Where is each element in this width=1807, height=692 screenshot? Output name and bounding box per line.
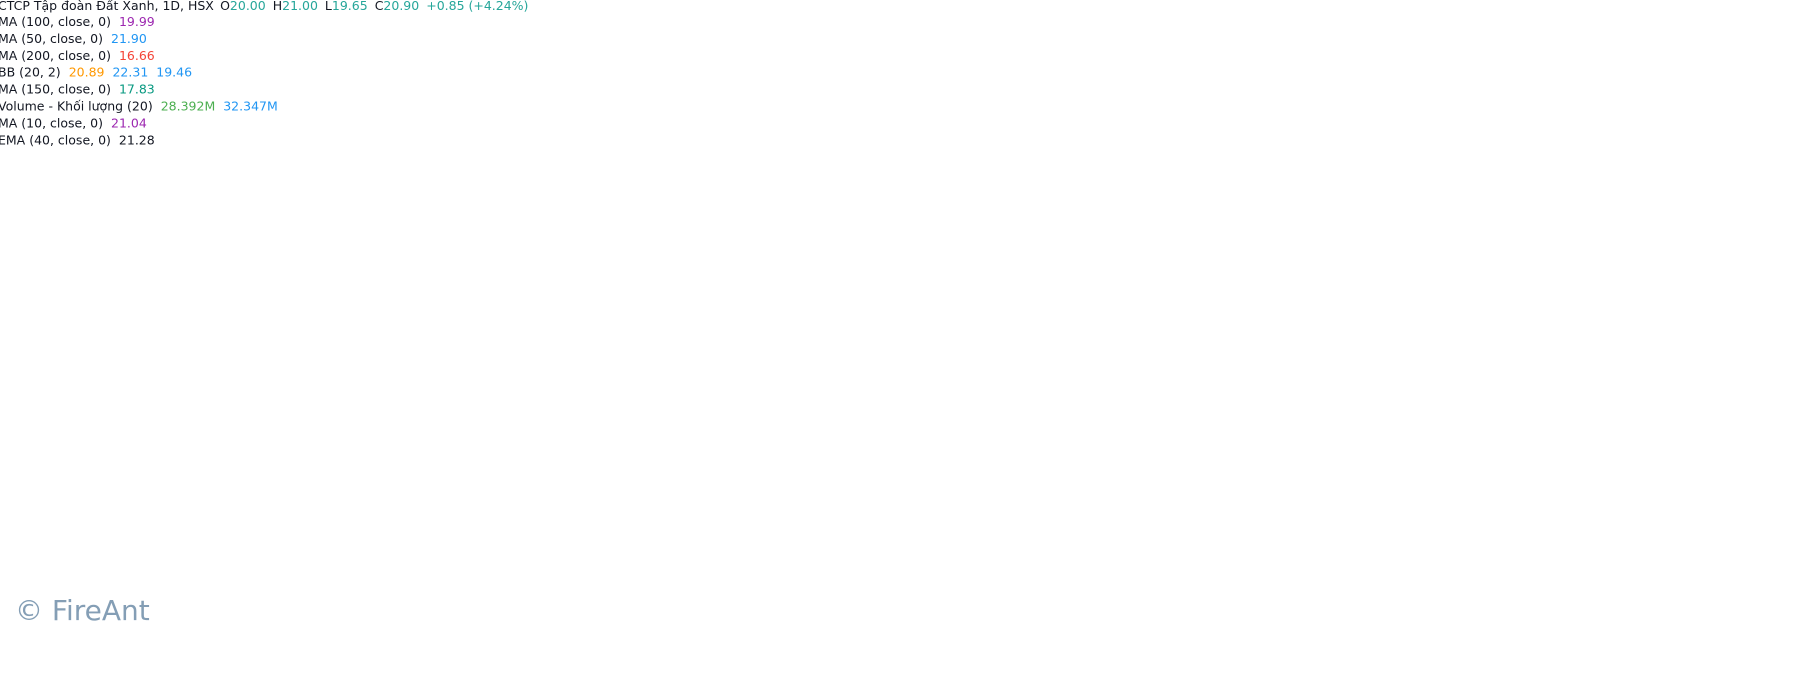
legend-text: L <box>325 0 332 13</box>
legend-text: 21.00 <box>282 0 318 13</box>
legend-row: BB (20, 2) 20.89 22.31 19.46 <box>0 64 192 79</box>
legend-row: EMA (40, close, 0) 21.28 <box>0 132 155 147</box>
legend-text: MA (200, close, 0) <box>0 47 111 62</box>
legend-text: 20.90 <box>383 0 419 13</box>
legend-text: O <box>220 0 230 13</box>
legend-text: 17.83 <box>119 81 155 96</box>
legend-text: 19.46 <box>156 64 192 79</box>
legend: CTCP Tập đoàn Đất Xanh, 1D, HSX O20.00 H21… <box>0 0 528 147</box>
legend-text: 21.28 <box>119 132 155 147</box>
legend-text: 19.99 <box>119 14 155 29</box>
watermark: © FireAnt <box>15 594 150 627</box>
legend-row: MA (50, close, 0) 21.90 <box>0 30 147 45</box>
legend-text: 21.90 <box>111 30 147 45</box>
legend-text: 32.347M <box>223 98 278 113</box>
legend-text: +0.85 (+4.24%) <box>426 0 528 13</box>
legend-text: 20.00 <box>230 0 266 13</box>
legend-text: BB (20, 2) <box>0 64 61 79</box>
legend-row: MA (10, close, 0) 21.04 <box>0 115 147 130</box>
legend-text: C <box>375 0 384 13</box>
legend-text: 21.04 <box>111 115 147 130</box>
legend-text: 22.31 <box>112 64 148 79</box>
legend-row: MA (100, close, 0) 19.99 <box>0 14 155 29</box>
legend-text: H <box>273 0 282 13</box>
legend-text: 28.392M <box>161 98 216 113</box>
legend-row: Volume - Khối lượng (20) 28.392M 32.347M <box>0 98 278 113</box>
legend-row: MA (200, close, 0) 16.66 <box>0 47 155 62</box>
legend-text: 16.66 <box>119 47 155 62</box>
legend-row: MA (150, close, 0) 17.83 <box>0 81 155 96</box>
legend-text: CTCP Tập đoàn Đất Xanh, 1D, HSX <box>0 0 214 13</box>
legend-text: EMA (40, close, 0) <box>0 132 111 147</box>
legend-text: MA (100, close, 0) <box>0 14 111 29</box>
legend-row: CTCP Tập đoàn Đất Xanh, 1D, HSX O20.00 H21… <box>0 0 528 13</box>
legend-text: 20.89 <box>69 64 105 79</box>
legend-text: MA (150, close, 0) <box>0 81 111 96</box>
legend-text: Volume - Khối lượng (20) <box>0 98 153 113</box>
legend-text: 19.65 <box>332 0 368 13</box>
legend-text: MA (10, close, 0) <box>0 115 103 130</box>
legend-text: MA (50, close, 0) <box>0 30 103 45</box>
